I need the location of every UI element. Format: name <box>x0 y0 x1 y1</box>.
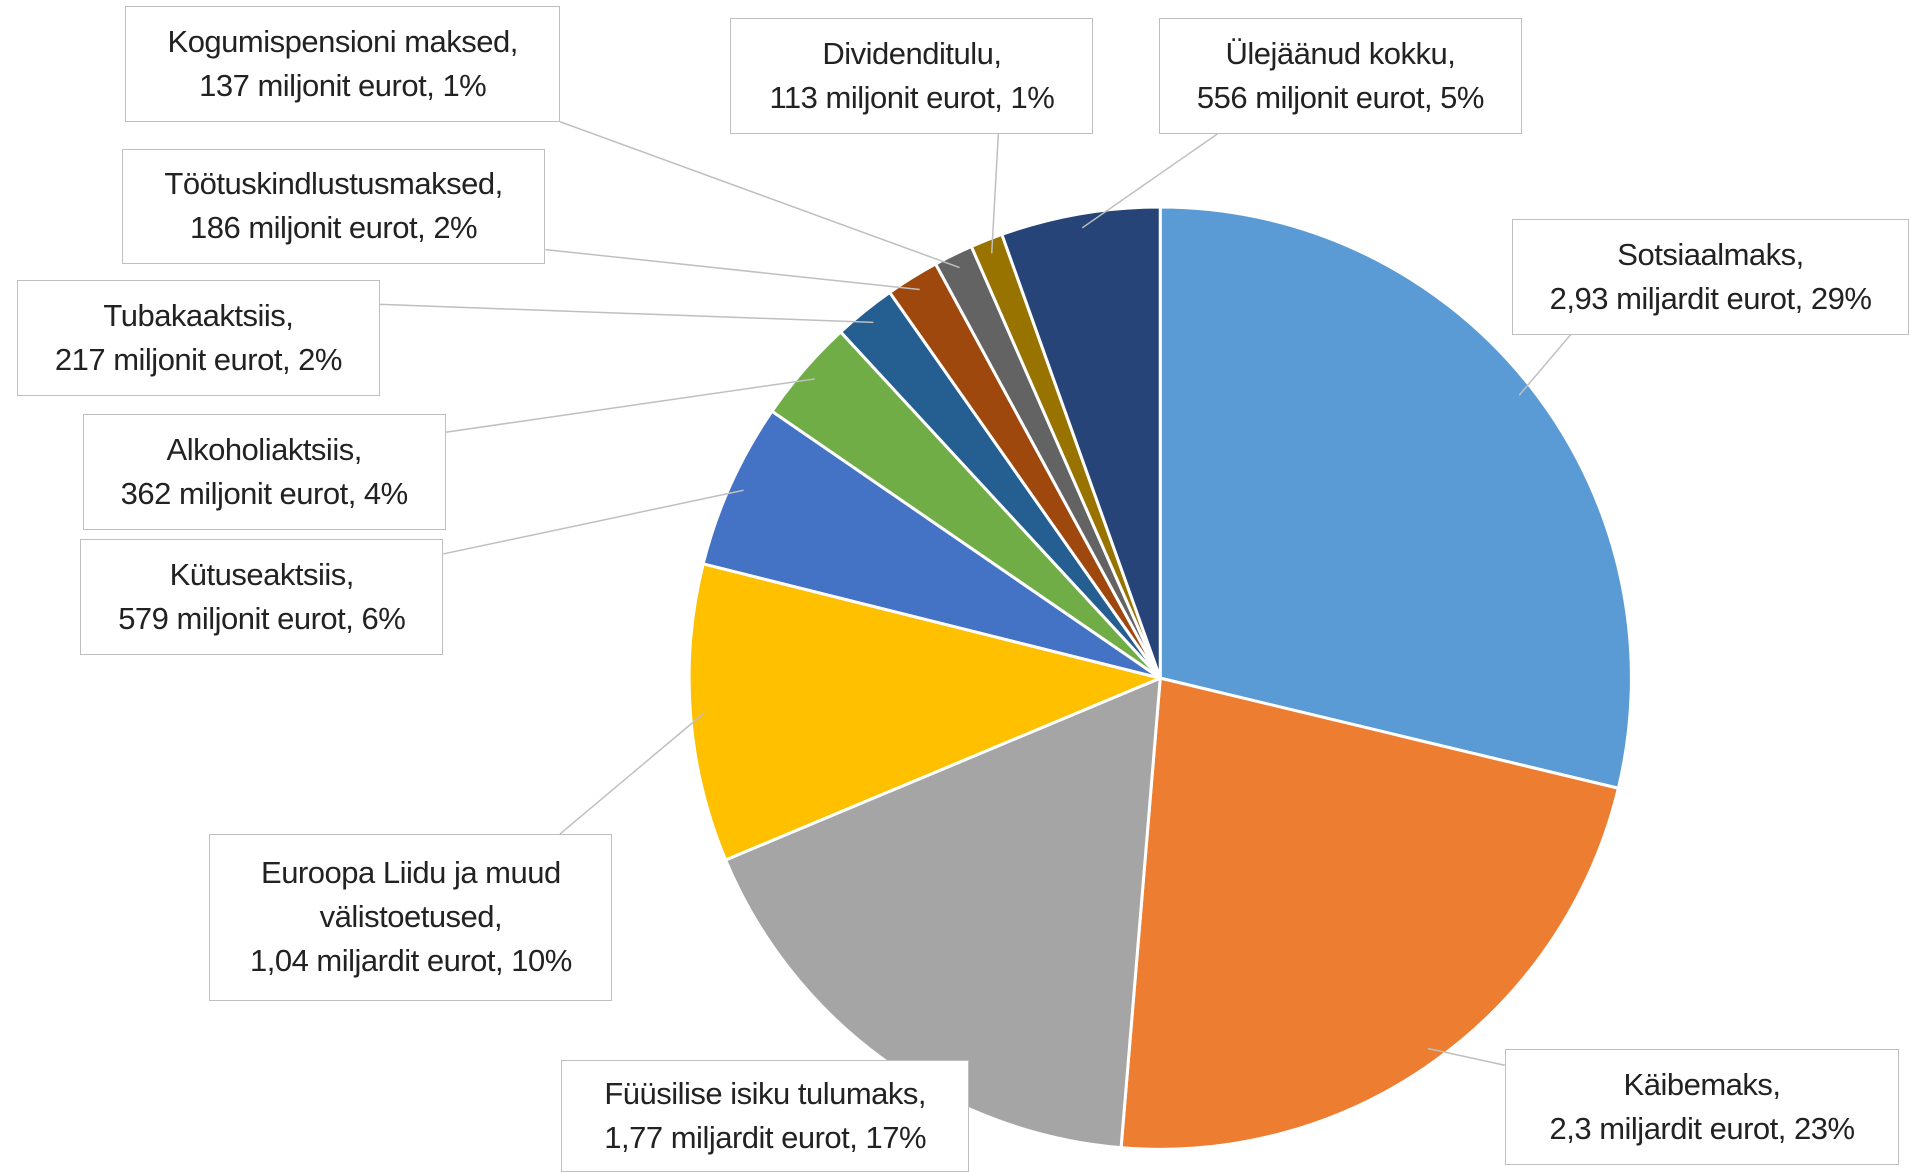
category-name: Euroopa Liidu ja muud välistoetused, <box>261 855 561 935</box>
leader-line <box>379 303 874 324</box>
value-label: 1,04 miljardit eurot, 10% <box>249 943 572 979</box>
value-label: 2,93 miljardit eurot, 29% <box>1549 280 1872 316</box>
data-label: Töötuskindlustusmaksed, 186 miljonit euro… <box>121 148 546 265</box>
data-label: Alkoholiaktsiis, 362 miljonit eurot, 4% <box>82 413 446 530</box>
category-name: Kogumispensioni maksed, <box>167 23 519 59</box>
data-label: Dividenditulu, 113 miljonit eurot, 1% <box>730 18 1094 134</box>
value-label: 556 miljonit eurot, 5% <box>1196 80 1485 116</box>
category-name: Füüsilise isiku tulumaks, <box>604 1076 927 1112</box>
leader-line <box>443 489 744 555</box>
category-name: Dividenditulu, <box>822 36 1002 72</box>
pie-slice <box>1158 205 1633 791</box>
value-label: 362 miljonit eurot, 4% <box>120 475 409 511</box>
category-name: Tubakaaktsiis, <box>103 297 294 333</box>
data-label: Sotsiaalmaks, 2,93 miljardit eurot, 29% <box>1512 219 1909 335</box>
value-label: 217 miljonit eurot, 2% <box>54 341 343 377</box>
category-name: Käibemaks, <box>1623 1067 1781 1103</box>
data-label: Käibemaks, 2,3 miljardit eurot, 23% <box>1504 1049 1900 1166</box>
pie-slice <box>687 561 1165 862</box>
leader-line <box>1518 334 1572 396</box>
pie-slice <box>1119 676 1621 1151</box>
category-name: Töötuskindlustusmaksed, <box>164 166 503 202</box>
leader-line <box>990 133 1000 254</box>
value-label: 579 miljonit eurot, 6% <box>118 601 406 637</box>
value-label: 2,3 miljardit eurot, 23% <box>1549 1111 1856 1147</box>
pie-slice <box>701 409 1162 680</box>
value-label: 186 miljonit eurot, 2% <box>190 210 478 246</box>
data-label: Füüsilise isiku tulumaks, 1,77 miljardit … <box>561 1060 970 1172</box>
value-label: 137 miljonit eurot, 1% <box>199 67 487 103</box>
leader-line <box>559 712 706 835</box>
data-label: Kogumispensioni maksed, 137 miljonit euro… <box>125 6 561 122</box>
category-name: Ülejäänud kokku, <box>1225 36 1456 72</box>
data-label: Tubakaaktsiis, 217 miljonit eurot, 2% <box>17 280 380 396</box>
category-name: Sotsiaalmaks, <box>1617 236 1804 272</box>
leader-line <box>1081 133 1218 229</box>
leader-line <box>545 248 920 291</box>
pie-slice <box>723 675 1162 1150</box>
leader-line <box>559 121 960 269</box>
category-name: Alkoholiaktsiis, <box>166 431 363 467</box>
data-label: Kütuseaktsiis, 579 miljonit eurot, 6% <box>80 539 444 655</box>
pie-slice <box>999 205 1162 679</box>
value-label: 113 miljonit eurot, 1% <box>769 80 1055 116</box>
leader-line <box>445 378 815 433</box>
category-name: Kütuseaktsiis, <box>169 557 355 593</box>
leader-line <box>1427 1047 1505 1067</box>
data-label: Euroopa Liidu ja muud välistoetused, 1,04… <box>209 833 613 1001</box>
value-label: 1,77 miljardit eurot, 17% <box>604 1120 927 1156</box>
data-label: Ülejäänud kokku, 556 miljonit eurot, 5% <box>1159 18 1522 134</box>
